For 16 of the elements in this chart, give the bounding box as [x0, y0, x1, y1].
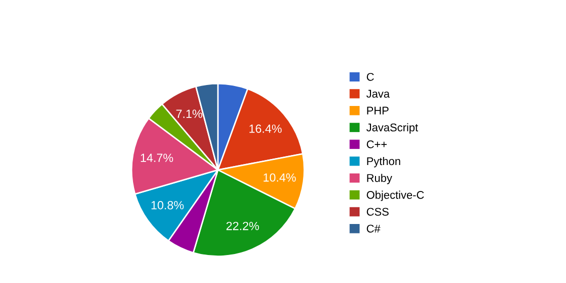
legend-label: C: [366, 72, 374, 81]
legend-label: C++: [366, 140, 387, 148]
data-label: 16.4%: [249, 124, 282, 133]
data-label: 14.7%: [140, 154, 174, 162]
legend-label: CSS: [366, 208, 389, 216]
legend-label: JavaScript: [366, 123, 418, 134]
data-label: 22.2%: [226, 222, 259, 230]
data-label: 10.8%: [152, 200, 184, 210]
legend-label: Java: [366, 90, 390, 98]
legend-label: C#: [366, 224, 380, 233]
legend-label: Objective-C: [366, 190, 424, 202]
legend-label: Python: [367, 156, 400, 168]
legend-label: PHP: [367, 106, 389, 114]
data-label: 10.4%: [264, 173, 296, 182]
legend-label: Ruby: [367, 174, 392, 184]
data-label: 7.1%: [176, 110, 202, 118]
